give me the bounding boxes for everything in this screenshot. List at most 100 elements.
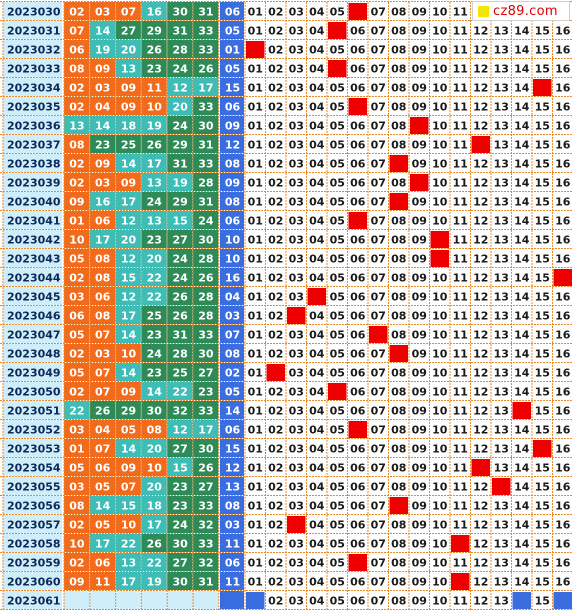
- distribution-number: 07: [371, 348, 386, 361]
- distribution-number: 08: [391, 519, 406, 532]
- site-logo[interactable]: cz89.com: [472, 1, 570, 21]
- red-ball-cell: [89, 59, 116, 77]
- period-cell: [3, 439, 62, 457]
- red-ball-cell: [193, 553, 219, 571]
- distribution-number: 14: [514, 44, 530, 57]
- red-ball-cell: [141, 401, 167, 419]
- distribution-number: 12: [473, 272, 488, 285]
- distribution-number: 05: [330, 538, 345, 551]
- distribution-number: 02: [268, 310, 283, 323]
- red-ball-cell: [167, 534, 193, 552]
- distribution-number: 06: [350, 576, 366, 589]
- red-ball-number: 33: [198, 44, 213, 57]
- period-label: 2023046: [7, 310, 61, 323]
- blue-ball-cell: [220, 40, 244, 58]
- distribution-number: 10: [432, 519, 448, 532]
- distribution-number: 06: [350, 272, 366, 285]
- distribution-number: 01: [248, 215, 263, 228]
- red-ball-cell: [89, 344, 116, 362]
- red-ball-cell: [167, 21, 193, 39]
- blue-ball-number: 11: [225, 576, 240, 589]
- distribution-number: 10: [432, 177, 448, 190]
- distribution-number: 08: [391, 6, 406, 19]
- red-ball-number: 23: [147, 234, 162, 247]
- distribution-number: 11: [453, 234, 468, 247]
- red-ball-number: 12: [172, 424, 187, 437]
- red-ball-number: 05: [95, 481, 110, 494]
- period-label: 2023043: [7, 253, 61, 266]
- distribution-number: 02: [268, 538, 283, 551]
- red-ball-cell: [89, 382, 116, 400]
- period-cell: [3, 21, 62, 39]
- red-ball-number: 13: [147, 177, 162, 190]
- blue-ball-cell: [220, 477, 244, 495]
- blue-ball-cell: [220, 439, 244, 457]
- red-ball-number: 19: [147, 120, 162, 133]
- red-ball-number: 32: [172, 405, 187, 418]
- distribution-number: 02: [268, 443, 283, 456]
- red-ball-cell: [193, 287, 219, 305]
- distribution-number: 10: [432, 348, 448, 361]
- blue-ball-number: 08: [225, 196, 240, 209]
- distribution-number: 14: [514, 234, 530, 247]
- red-ball-cell: [89, 325, 116, 343]
- distribution-number: 03: [289, 82, 304, 95]
- distribution-number: 07: [371, 215, 386, 228]
- distribution-number: 01: [248, 196, 263, 209]
- period-label: 2023048: [7, 348, 61, 361]
- distribution-number: 09: [412, 462, 427, 475]
- period-label: 2023059: [7, 557, 61, 570]
- distribution-number: 05: [330, 215, 345, 228]
- red-ball-number: 07: [121, 6, 136, 19]
- red-ball-cell: [115, 211, 141, 229]
- distribution-number: 11: [453, 557, 468, 570]
- distribution-number: 06: [350, 462, 366, 475]
- distribution-number: 11: [453, 196, 468, 209]
- red-ball-cell: [141, 382, 167, 400]
- red-ball-number: 02: [69, 272, 84, 285]
- distribution-number: 15: [535, 386, 550, 399]
- distribution-number: 12: [473, 538, 488, 551]
- red-ball-number: 05: [95, 519, 110, 532]
- distribution-number: 16: [555, 481, 571, 494]
- blue-ball-number: 02: [225, 367, 240, 380]
- red-ball-cell: [141, 135, 167, 153]
- red-ball-cell: [64, 78, 90, 96]
- distribution-number: 13: [494, 196, 509, 209]
- red-ball-cell: [167, 401, 193, 419]
- distribution-number: 15: [535, 348, 550, 361]
- red-ball-number: 08: [95, 272, 110, 285]
- red-ball-number: 30: [198, 443, 214, 456]
- blue-ball-cell: [220, 21, 244, 39]
- distribution-number: 02: [268, 6, 283, 19]
- blue-ball-number: 05: [225, 386, 240, 399]
- red-ball-cell: [64, 401, 90, 419]
- distribution-number: 05: [330, 348, 345, 361]
- red-ball-number: 30: [172, 576, 188, 589]
- blue-hit-marker: [348, 3, 367, 20]
- blue-ball-cell: [220, 78, 244, 96]
- distribution-number: 02: [268, 215, 283, 228]
- distribution-number: 08: [391, 44, 406, 57]
- distribution-number: 10: [432, 310, 448, 323]
- distribution-number: 08: [391, 177, 406, 190]
- red-ball-cell: [64, 192, 90, 210]
- period-label: 2023051: [7, 405, 61, 418]
- distribution-number: 16: [555, 234, 571, 247]
- red-ball-number: 31: [198, 139, 213, 152]
- period-label: 2023045: [7, 291, 61, 304]
- red-ball-cell: [193, 2, 219, 20]
- red-ball-number: 28: [198, 253, 213, 266]
- red-ball-cell: [141, 496, 167, 514]
- distribution-number: 16: [555, 538, 571, 551]
- blue-ball-cell: [220, 211, 244, 229]
- blue-hit-marker: [389, 345, 408, 362]
- distribution-number: 15: [535, 500, 550, 513]
- distribution-number: 03: [289, 367, 304, 380]
- red-ball-cell: [64, 306, 90, 324]
- red-ball-cell: [89, 154, 116, 172]
- blue-ball-number: 11: [225, 538, 240, 551]
- distribution-number: 03: [289, 443, 304, 456]
- blue-hit-marker: [430, 231, 449, 248]
- red-ball-number: 23: [172, 481, 187, 494]
